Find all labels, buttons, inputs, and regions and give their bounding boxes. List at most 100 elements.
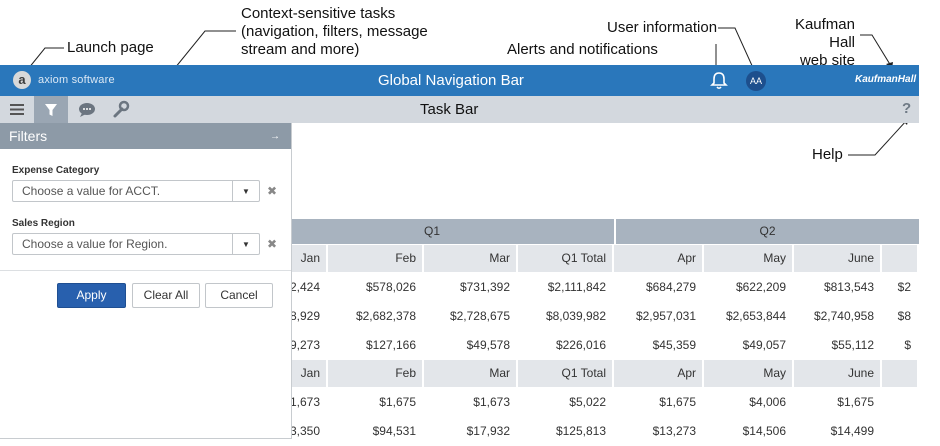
table-cell: $1,675	[659, 395, 696, 409]
table-cell: $8,039,982	[545, 309, 606, 323]
table-cell: 8,929	[289, 309, 320, 323]
table-cell: $	[904, 338, 911, 352]
table-cell: $17,932	[466, 424, 510, 438]
filters-button[interactable]	[34, 96, 68, 123]
table-cell: $226,016	[555, 338, 606, 352]
column-header: Feb	[328, 360, 422, 387]
table-cell: $2,111,842	[547, 280, 606, 294]
filter-icon	[45, 104, 57, 116]
table-cell: 2,424	[289, 280, 320, 294]
column-header: Feb	[328, 245, 422, 272]
table-cell: $731,392	[459, 280, 510, 294]
table-cell: $14,499	[830, 424, 874, 438]
table-cell: $5,022	[569, 395, 606, 409]
expense-category-select[interactable]: Choose a value for ACCT. ▼	[12, 180, 260, 202]
hamburger-icon	[10, 104, 24, 115]
expense-category-placeholder: Choose a value for ACCT.	[22, 184, 161, 198]
menu-button[interactable]	[0, 96, 34, 123]
table-cell: $1,675	[837, 395, 874, 409]
table-cell: $127,166	[365, 338, 416, 352]
global-navigation-bar: a axiom software Global Navigation Bar A…	[0, 65, 919, 96]
table-cell: $2,653,844	[725, 309, 786, 323]
kaufman-line-1: Kaufman Hall	[794, 16, 855, 51]
clear-expense-icon[interactable]: ✖	[267, 184, 278, 198]
table-cell: $49,578	[466, 338, 510, 352]
alerts-annotation: Alerts and notifications	[507, 41, 658, 58]
bell-icon[interactable]	[709, 71, 729, 91]
axiom-logo-text[interactable]: axiom software	[38, 74, 115, 86]
table-cell: $2,740,958	[813, 309, 874, 323]
help-annotation: Help	[812, 146, 843, 163]
context-tasks-line-1: Context-sensitive tasks	[241, 5, 396, 22]
table-cell: 1,673	[289, 395, 320, 409]
user-info-annotation: User information	[607, 19, 718, 36]
message-stream-button[interactable]	[70, 96, 104, 123]
table-cell: $14,506	[742, 424, 786, 438]
wrench-icon	[113, 100, 130, 118]
column-header: Apr	[614, 245, 702, 272]
column-header	[882, 360, 917, 387]
context-tasks-line-3: stream and more)	[241, 41, 360, 58]
kaufman-line-2: web site	[799, 52, 855, 69]
chevron-down-icon[interactable]: ▼	[232, 234, 259, 254]
table-cell: $4,006	[749, 395, 786, 409]
table-cell: $45,359	[652, 338, 696, 352]
chat-bubble-icon	[79, 103, 95, 117]
table-cell: $622,209	[735, 280, 786, 294]
table-cell: $2,957,031	[635, 309, 696, 323]
nav-title: Global Navigation Bar	[378, 72, 524, 89]
column-header: Q1 Total	[518, 245, 612, 272]
table-cell: $2,682,378	[355, 309, 416, 323]
table-cell: $2,728,675	[449, 309, 510, 323]
chevron-down-icon[interactable]: ▼	[232, 181, 259, 201]
kaufman-annotation: Kaufman Hall web site	[769, 16, 855, 70]
user-avatar[interactable]: AA	[746, 71, 766, 91]
filters-title: Filters	[9, 128, 48, 144]
table-cell: $578,026	[365, 280, 416, 294]
pin-icon[interactable]: →	[270, 131, 280, 142]
quarter-header-q1: Q1	[250, 219, 614, 244]
column-header: Mar	[424, 245, 516, 272]
quarter-header-q2: Q2	[616, 219, 919, 244]
sales-region-label: Sales Region	[12, 218, 75, 229]
table-cell: 3,350	[289, 424, 320, 438]
cancel-button[interactable]: Cancel	[205, 283, 273, 308]
table-cell: $1,673	[473, 395, 510, 409]
tools-button[interactable]	[104, 96, 138, 123]
context-tasks-annotation: Context-sensitive tasks (navigation, fil…	[241, 5, 428, 59]
sales-region-placeholder: Choose a value for Region.	[22, 237, 168, 251]
column-header	[882, 245, 917, 272]
table-cell: $684,279	[645, 280, 696, 294]
context-tasks-line-2: (navigation, filters, message	[241, 23, 428, 40]
filters-panel-header: Filters →	[0, 123, 291, 149]
data-grid: Q1 Q2 Jan Feb Mar Q1 Total Apr May June 2,424 $578…	[0, 219, 919, 446]
panel-divider	[0, 270, 291, 271]
kaufmanhall-logo[interactable]: KaufmanHall	[855, 74, 917, 85]
table-cell: $13,273	[652, 424, 696, 438]
task-bar-title: Task Bar	[420, 101, 479, 118]
sales-region-select[interactable]: Choose a value for Region. ▼	[12, 233, 260, 255]
column-header: Mar	[424, 360, 516, 387]
column-header: June	[794, 245, 880, 272]
filters-panel: Filters → Expense Category Choose a valu…	[0, 123, 292, 439]
table-cell: $125,813	[555, 424, 606, 438]
apply-button[interactable]: Apply	[57, 283, 126, 308]
table-cell: $1,675	[379, 395, 416, 409]
column-header: May	[704, 360, 792, 387]
table-cell: $8	[897, 309, 911, 323]
column-header: Q1 Total	[518, 360, 612, 387]
table-cell: $94,531	[372, 424, 416, 438]
table-cell: $813,543	[823, 280, 874, 294]
clear-region-icon[interactable]: ✖	[267, 237, 278, 251]
launch-page-logo[interactable]: a	[13, 71, 31, 89]
table-cell: $2	[897, 280, 911, 294]
table-cell: 9,273	[289, 338, 320, 352]
table-cell: $49,057	[742, 338, 786, 352]
clear-all-button[interactable]: Clear All	[132, 283, 200, 308]
help-icon[interactable]: ?	[902, 100, 912, 117]
launch-page-annotation: Launch page	[67, 39, 154, 56]
column-header: May	[704, 245, 792, 272]
column-header: June	[794, 360, 880, 387]
expense-category-label: Expense Category	[12, 165, 100, 176]
task-bar: Task Bar ?	[0, 96, 919, 123]
